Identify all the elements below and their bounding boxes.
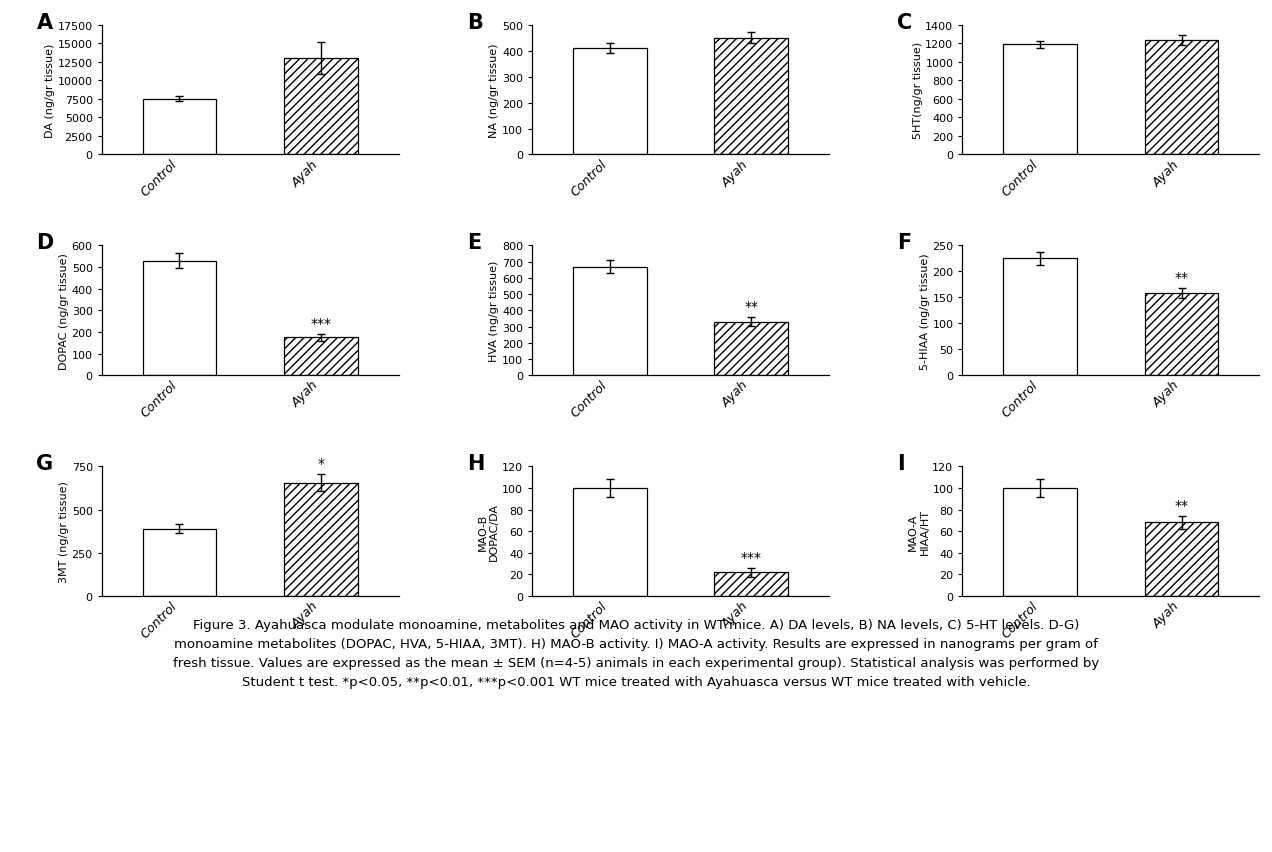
- Text: ***: ***: [740, 550, 762, 564]
- Bar: [1145, 294, 1219, 376]
- Text: C: C: [897, 13, 912, 32]
- Text: E: E: [467, 233, 481, 253]
- Text: D: D: [37, 233, 53, 253]
- Y-axis label: MAO-A
HIAA/HT: MAO-A HIAA/HT: [908, 509, 930, 555]
- Bar: [574, 49, 646, 155]
- Bar: [1004, 259, 1077, 376]
- Bar: [715, 573, 787, 596]
- Bar: [284, 483, 357, 596]
- Y-axis label: HVA (ng/gr tissue): HVA (ng/gr tissue): [490, 261, 499, 361]
- Bar: [715, 38, 787, 155]
- Bar: [284, 59, 357, 155]
- Text: **: **: [1174, 498, 1188, 513]
- Bar: [142, 529, 216, 596]
- Y-axis label: NA (ng/gr tissue): NA (ng/gr tissue): [490, 43, 499, 138]
- Y-axis label: MAO-B
DOPAC/DA: MAO-B DOPAC/DA: [477, 503, 499, 561]
- Text: H: H: [467, 453, 485, 474]
- Y-axis label: 5HT(ng/gr tissue): 5HT(ng/gr tissue): [912, 42, 922, 139]
- Bar: [715, 322, 787, 376]
- Text: A: A: [37, 13, 52, 32]
- Bar: [142, 262, 216, 376]
- Bar: [284, 338, 357, 376]
- Bar: [1004, 488, 1077, 596]
- Bar: [1004, 45, 1077, 155]
- Text: **: **: [744, 300, 758, 314]
- Text: Figure 3. Ayahuasca modulate monoamine, metabolites and MAO activity in WT mice.: Figure 3. Ayahuasca modulate monoamine, …: [173, 618, 1099, 688]
- Y-axis label: DOPAC (ng/gr tissue): DOPAC (ng/gr tissue): [59, 252, 69, 370]
- Bar: [142, 100, 216, 155]
- Text: **: **: [1174, 271, 1188, 285]
- Text: F: F: [897, 233, 912, 253]
- Text: G: G: [37, 453, 53, 474]
- Bar: [574, 268, 646, 376]
- Text: I: I: [897, 453, 904, 474]
- Bar: [574, 488, 646, 596]
- Bar: [1145, 523, 1219, 596]
- Y-axis label: 3MT (ng/gr tissue): 3MT (ng/gr tissue): [59, 481, 69, 583]
- Bar: [1145, 41, 1219, 155]
- Y-axis label: 5-HIAA (ng/gr tissue): 5-HIAA (ng/gr tissue): [920, 253, 930, 369]
- Text: ***: ***: [310, 316, 331, 331]
- Text: *: *: [317, 457, 324, 470]
- Y-axis label: DA (ng/gr tissue): DA (ng/gr tissue): [45, 43, 55, 137]
- Text: B: B: [467, 13, 482, 32]
